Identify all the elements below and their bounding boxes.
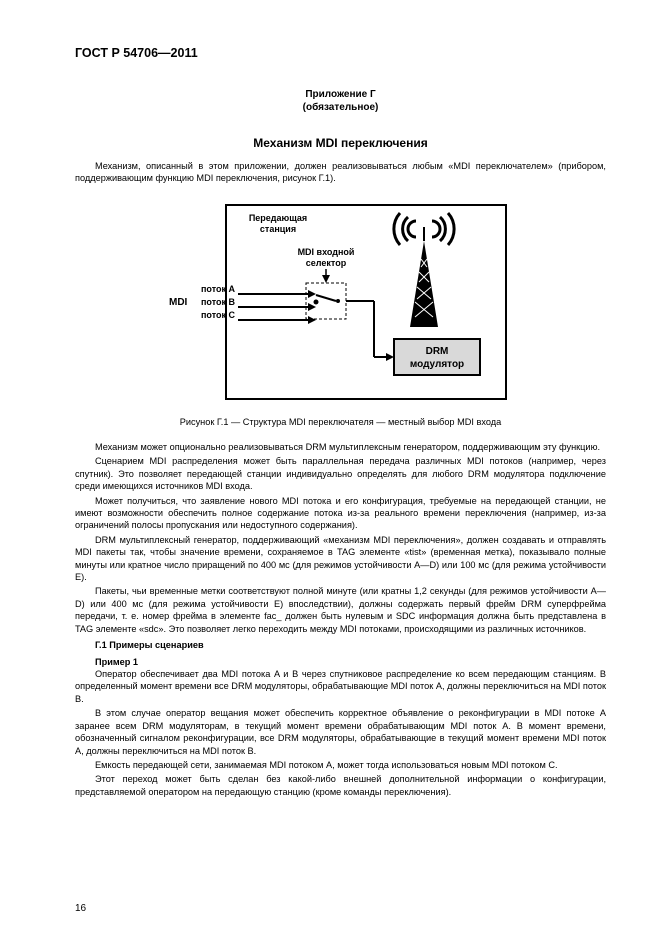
main-body: Механизм может опционально реализовывать… — [75, 441, 606, 798]
svg-text:MDI входной: MDI входной — [297, 247, 354, 257]
appendix-header: Приложение Г (обязательное) Механизм MDI… — [75, 88, 606, 150]
paragraph: Оператор обеспечивает два MDI потока A и… — [75, 668, 606, 705]
figure-g1-diagram: Передающая станция — [166, 197, 516, 407]
paragraph: Механизм может опционально реализовывать… — [75, 441, 606, 453]
svg-text:поток A: поток A — [201, 284, 236, 294]
svg-text:MDI: MDI — [169, 297, 188, 308]
paragraph: Может получиться, что заявление нового M… — [75, 495, 606, 532]
svg-text:селектор: селектор — [305, 258, 346, 268]
section-g1-heading: Г.1 Примеры сценариев — [75, 639, 606, 651]
intro-text: Механизм, описанный в этом приложении, д… — [75, 160, 606, 185]
appendix-label-2: (обязательное) — [75, 101, 606, 114]
paragraph: Сценарием MDI распределения может быть п… — [75, 455, 606, 492]
svg-text:модулятор: модулятор — [409, 359, 463, 370]
figure-caption: Рисунок Г.1 — Структура MDI переключател… — [75, 417, 606, 427]
page-number: 16 — [75, 903, 86, 914]
page: ГОСТ Р 54706—2011 Приложение Г (обязател… — [0, 0, 661, 936]
svg-text:Передающая: Передающая — [248, 213, 306, 223]
svg-text:станция: станция — [259, 224, 295, 234]
paragraph: Пакеты, чьи временные метки соответствую… — [75, 585, 606, 635]
paragraph: DRM мультиплексный генератор, поддержива… — [75, 534, 606, 584]
appendix-label-1: Приложение Г — [75, 88, 606, 101]
svg-text:DRM: DRM — [425, 346, 448, 357]
paragraph: Емкость передающей сети, занимаемая MDI … — [75, 759, 606, 771]
appendix-title: Механизм MDI переключения — [75, 136, 606, 150]
paragraph: Этот переход может быть сделан без какой… — [75, 773, 606, 798]
svg-text:поток B: поток B — [201, 297, 236, 307]
paragraph: В этом случае оператор вещания может обе… — [75, 707, 606, 757]
intro-paragraph: Механизм, описанный в этом приложении, д… — [75, 160, 606, 185]
document-id: ГОСТ Р 54706—2011 — [75, 46, 606, 60]
example-1-heading: Пример 1 — [75, 656, 606, 668]
svg-text:поток C: поток C — [201, 310, 236, 320]
